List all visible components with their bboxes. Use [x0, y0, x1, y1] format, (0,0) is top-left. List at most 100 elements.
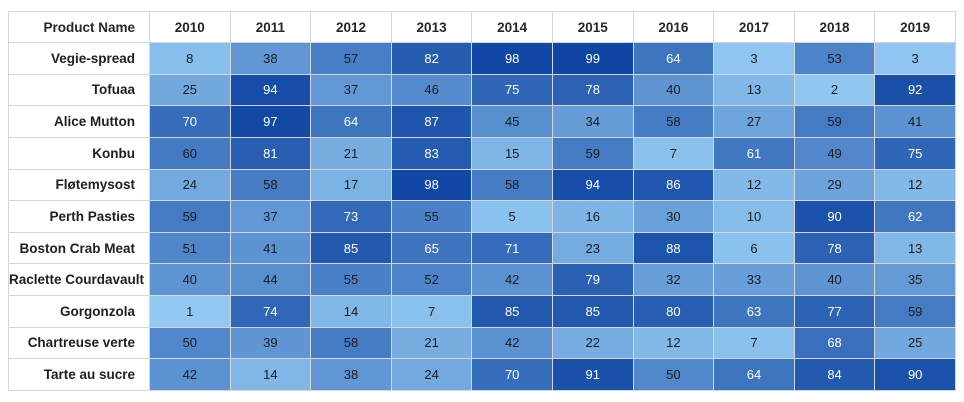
- heatmap-cell: 17: [310, 168, 392, 202]
- heatmap-cell: 32: [632, 263, 715, 296]
- heatmap-cell: 75: [471, 73, 553, 107]
- heatmap-cell: 10: [713, 200, 795, 233]
- row-header: Tofuaa: [8, 73, 150, 107]
- heatmap-cell: 68: [793, 326, 876, 360]
- column-header: 2011: [229, 11, 312, 43]
- heatmap-row: Tofuaa 25 94 37 46 75 78 40 13 2 92: [8, 73, 956, 107]
- heatmap-header: Product Name 2010 2011 2012 2013 2014 2015 201…: [8, 11, 956, 43]
- row-header: Vegie-spread: [8, 42, 150, 75]
- heatmap-cell: 50: [149, 326, 231, 360]
- heatmap-cell: 30: [632, 200, 715, 233]
- heatmap-cell: 60: [149, 136, 231, 170]
- heatmap-cell: 58: [229, 168, 312, 202]
- heatmap-cell: 79: [551, 263, 634, 296]
- heatmap-cell: 21: [390, 326, 473, 360]
- heatmap-cell: 70: [149, 105, 231, 138]
- heatmap-cell: 37: [229, 200, 312, 233]
- heatmap-cell: 58: [310, 326, 392, 360]
- heatmap-row: Raclette Courdavault 40 44 55 52 42 79 32 33 40 35: [8, 263, 956, 296]
- heatmap-cell: 37: [310, 73, 392, 107]
- heatmap-cell: 27: [713, 105, 795, 138]
- heatmap-cell: 13: [874, 231, 956, 265]
- heatmap-row: Gorgonzola 1 74 14 7 85 85 80 63 77 59: [8, 295, 956, 328]
- heatmap-cell: 59: [793, 105, 876, 138]
- heatmap-cell: 22: [551, 326, 634, 360]
- heatmap-cell: 74: [229, 295, 312, 328]
- heatmap-cell: 12: [874, 168, 956, 202]
- heatmap-cell: 40: [632, 73, 715, 107]
- heatmap-cell: 99: [551, 42, 634, 75]
- row-header: Raclette Courdavault: [8, 263, 150, 296]
- heatmap-cell: 7: [713, 326, 795, 360]
- heatmap-row: Konbu 60 81 21 83 15 59 7 61 49 75: [8, 136, 956, 170]
- heatmap-cell: 59: [149, 200, 231, 233]
- heatmap-table: Product Name 2010 2011 2012 2013 2014 2015 201…: [8, 11, 956, 391]
- heatmap-row: Boston Crab Meat 51 41 85 65 71 23 88 6 78 13: [8, 231, 956, 265]
- heatmap-cell: 94: [229, 73, 312, 107]
- heatmap-cell: 35: [874, 263, 956, 296]
- heatmap-cell: 85: [310, 231, 392, 265]
- column-header: 2018: [793, 11, 876, 43]
- heatmap-cell: 42: [471, 263, 553, 296]
- heatmap-cell: 51: [149, 231, 231, 265]
- column-header: 2019: [874, 11, 956, 43]
- heatmap-cell: 64: [713, 358, 795, 391]
- heatmap-cell: 40: [149, 263, 231, 296]
- heatmap-cell: 38: [310, 358, 392, 391]
- row-header: Perth Pasties: [8, 200, 150, 233]
- heatmap-cell: 55: [390, 200, 473, 233]
- heatmap-cell: 16: [551, 200, 634, 233]
- heatmap-cell: 59: [874, 295, 956, 328]
- heatmap-cell: 39: [229, 326, 312, 360]
- heatmap-cell: 52: [390, 263, 473, 296]
- heatmap-cell: 44: [229, 263, 312, 296]
- heatmap-cell: 45: [471, 105, 553, 138]
- heatmap-row: Perth Pasties 59 37 73 55 5 16 30 10 90 62: [8, 200, 956, 233]
- heatmap-cell: 38: [229, 42, 312, 75]
- heatmap-cell: 24: [390, 358, 473, 391]
- heatmap-row: Fløtemysost 24 58 17 98 58 94 86 12 29 12: [8, 168, 956, 202]
- heatmap-cell: 25: [874, 326, 956, 360]
- heatmap-cell: 24: [149, 168, 231, 202]
- heatmap-row: Vegie-spread 8 38 57 82 98 99 64 3 53 3: [8, 42, 956, 75]
- heatmap-cell: 98: [471, 42, 553, 75]
- heatmap-cell: 87: [390, 105, 473, 138]
- column-header: 2010: [149, 11, 231, 43]
- heatmap-cell: 8: [149, 42, 231, 75]
- column-header: 2015: [551, 11, 634, 43]
- row-header: Fløtemysost: [8, 168, 150, 202]
- heatmap-cell: 33: [713, 263, 795, 296]
- heatmap-body: Vegie-spread 8 38 57 82 98 99 64 3 53 3 Tofuaa 25 94 3…: [8, 42, 956, 391]
- heatmap-row: Tarte au sucre 42 14 38 24 70 91 50 64 84 90: [8, 358, 956, 391]
- heatmap-cell: 12: [713, 168, 795, 202]
- heatmap-cell: 64: [310, 105, 392, 138]
- heatmap-cell: 21: [310, 136, 392, 170]
- heatmap-cell: 42: [471, 326, 553, 360]
- heatmap-cell: 85: [551, 295, 634, 328]
- heatmap-cell: 2: [793, 73, 876, 107]
- heatmap-cell: 64: [632, 42, 715, 75]
- heatmap-cell: 15: [471, 136, 553, 170]
- heatmap-cell: 13: [713, 73, 795, 107]
- column-header: 2014: [471, 11, 553, 43]
- heatmap-row: Chartreuse verte 50 39 58 21 42 22 12 7 68 25: [8, 326, 956, 360]
- heatmap-cell: 58: [471, 168, 553, 202]
- heatmap-cell: 14: [310, 295, 392, 328]
- heatmap-cell: 82: [390, 42, 473, 75]
- heatmap-cell: 83: [390, 136, 473, 170]
- column-header: 2013: [390, 11, 473, 43]
- heatmap-cell: 65: [390, 231, 473, 265]
- header-row: Product Name 2010 2011 2012 2013 2014 2015 201…: [8, 11, 956, 43]
- heatmap-cell: 97: [229, 105, 312, 138]
- row-header: Gorgonzola: [8, 295, 150, 328]
- heatmap-cell: 98: [390, 168, 473, 202]
- heatmap-cell: 50: [632, 358, 715, 391]
- heatmap-cell: 90: [874, 358, 956, 391]
- heatmap-cell: 14: [229, 358, 312, 391]
- column-header: 2017: [713, 11, 795, 43]
- column-header: 2016: [632, 11, 715, 43]
- row-header: Boston Crab Meat: [8, 231, 150, 265]
- heatmap-cell: 92: [874, 73, 956, 107]
- heatmap-cell: 42: [149, 358, 231, 391]
- heatmap-cell: 46: [390, 73, 473, 107]
